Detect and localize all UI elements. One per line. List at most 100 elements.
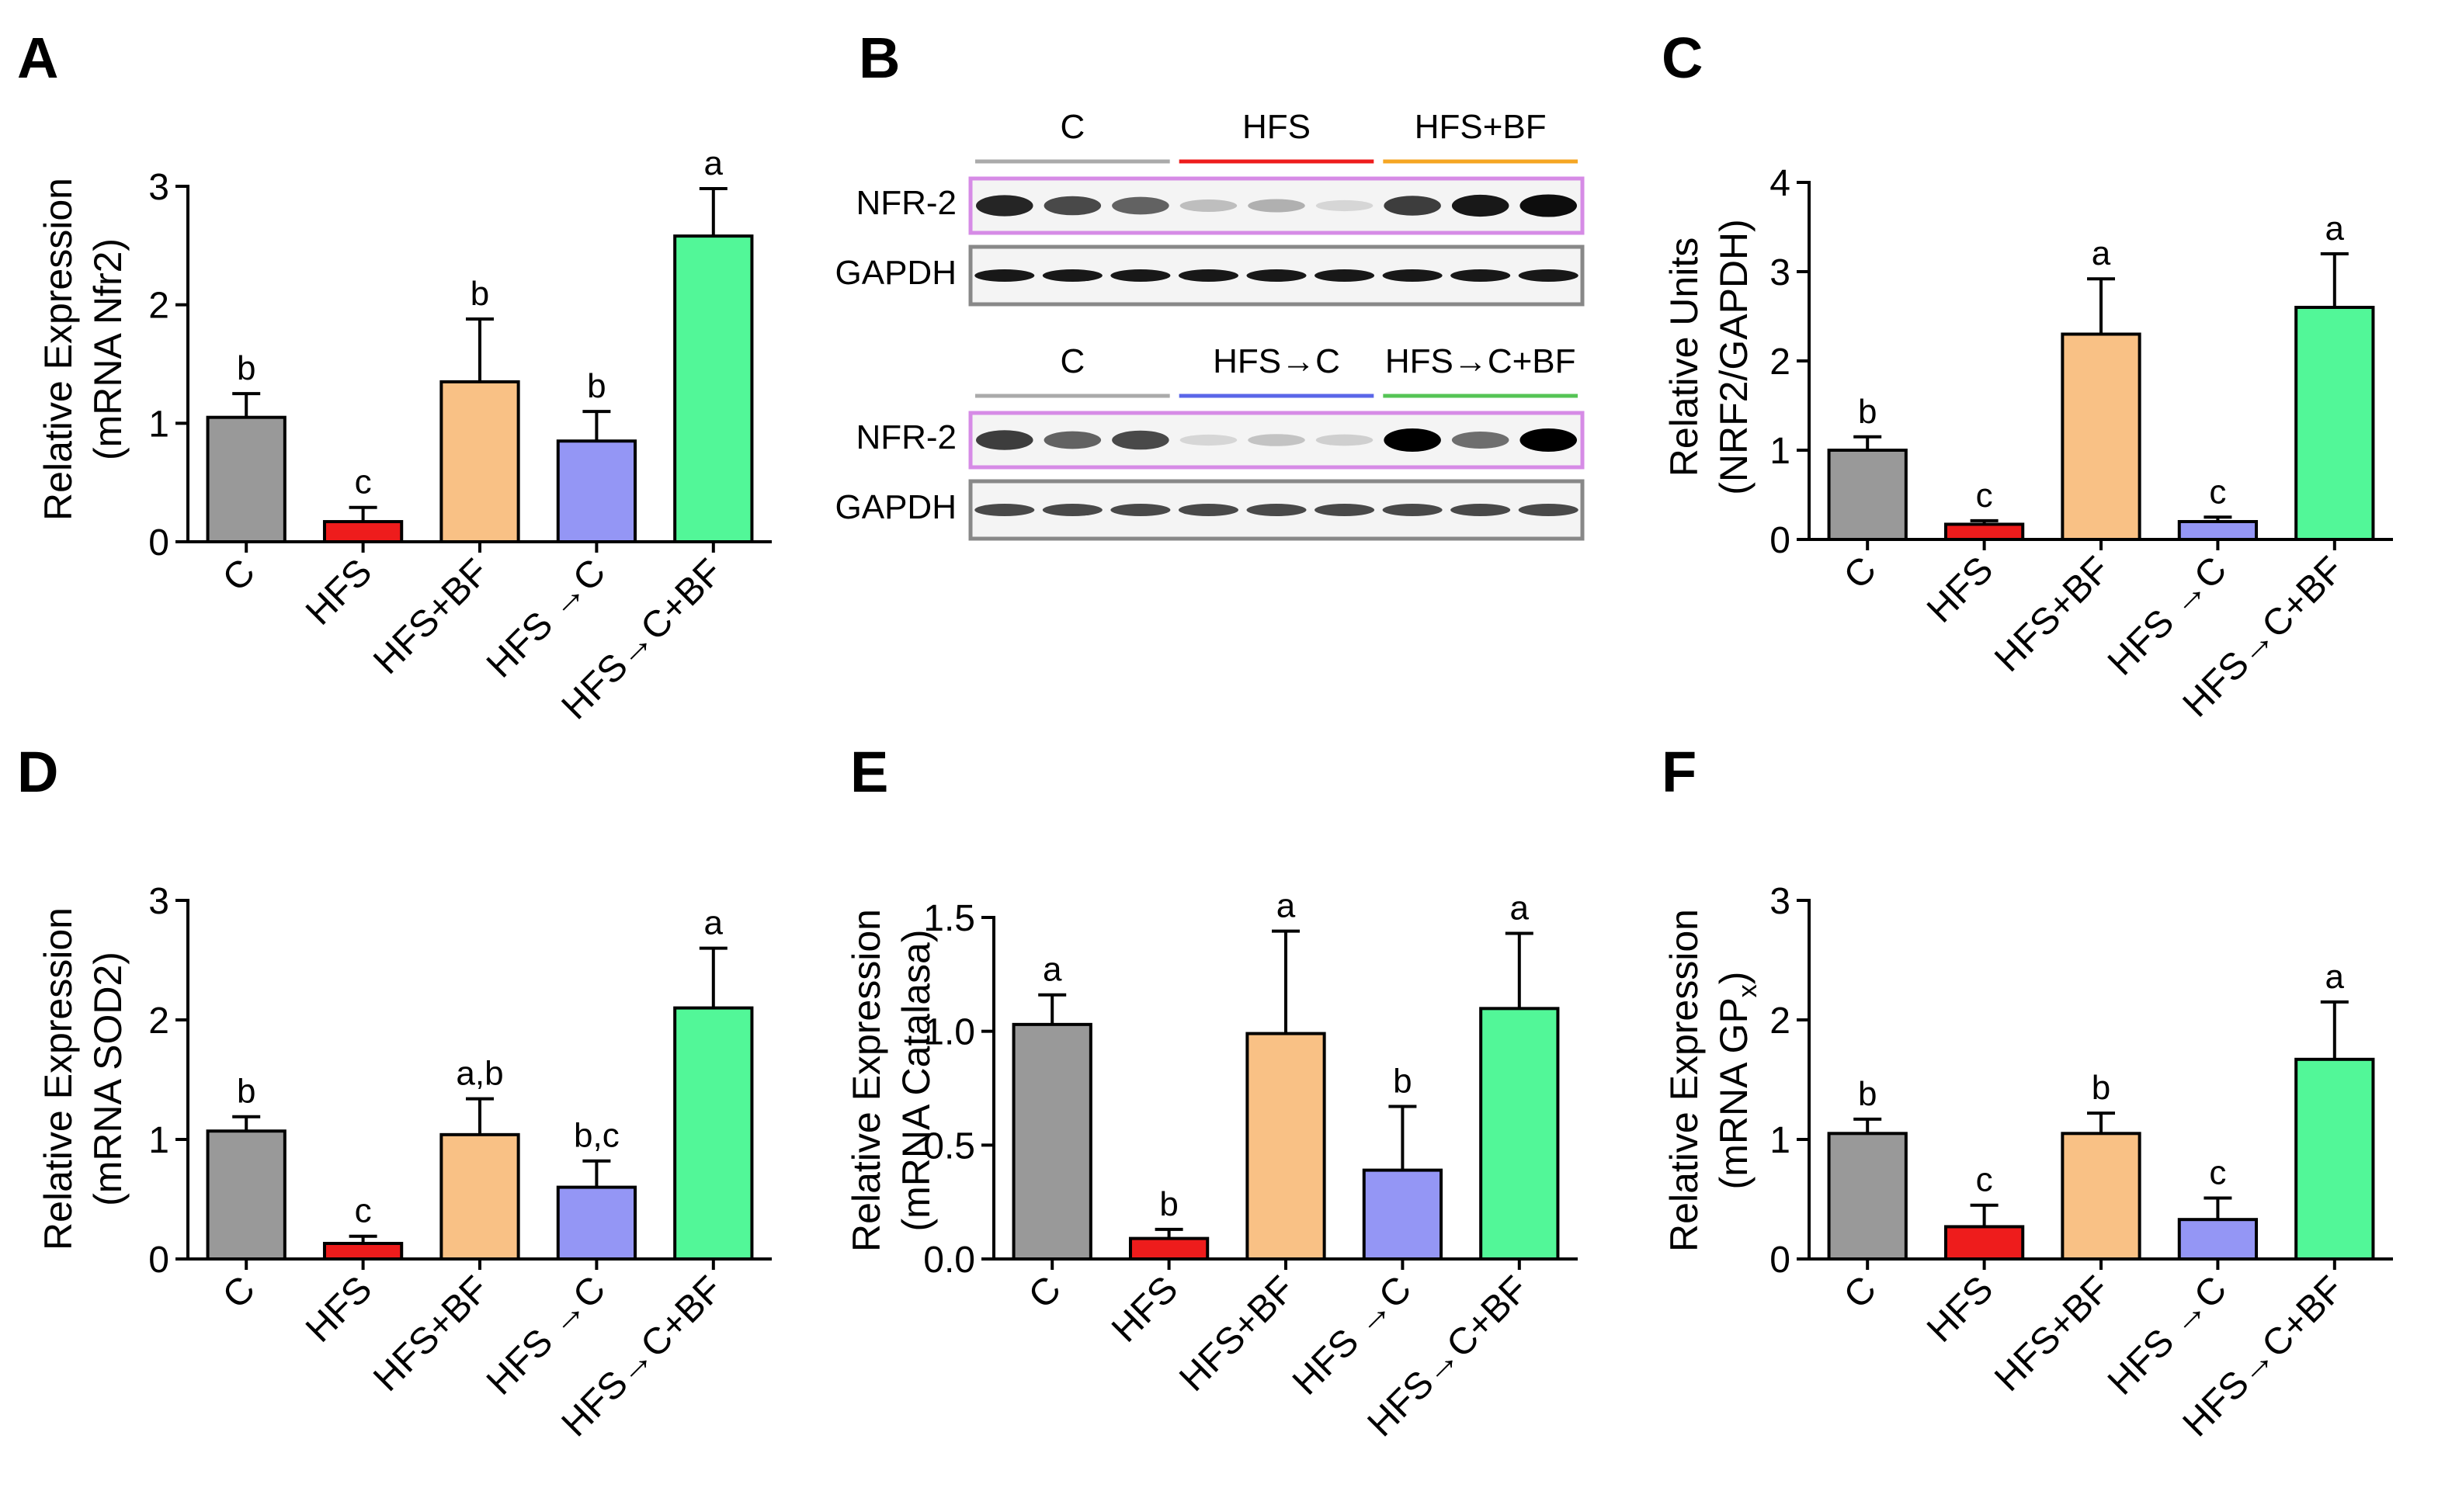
blot-band-gapdh <box>1450 504 1511 516</box>
y-tick-label: 0 <box>1769 1240 1790 1281</box>
y-tick-label: 1.0 <box>923 1012 975 1053</box>
y-tick-label: 3 <box>1769 252 1790 293</box>
significance-letter: b <box>471 275 489 313</box>
significance-letter: a <box>1276 887 1296 925</box>
blot-band-gapdh <box>1315 504 1375 516</box>
bar-f-5 <box>2294 1057 2375 1261</box>
y-tick-label: 3 <box>148 167 169 208</box>
x-tick-label: C <box>1836 549 1884 597</box>
x-tick-label: HFS <box>298 551 380 633</box>
significance-letter: b <box>237 349 255 387</box>
y-tick-label: 0 <box>148 1240 169 1281</box>
bar-e-2 <box>1128 1236 1210 1261</box>
blot-band-gapdh <box>1178 269 1238 282</box>
y-axis-title-line2: (NRF2/GAPDH) <box>1712 219 1756 495</box>
bar-a-3 <box>439 380 520 543</box>
x-tick-label: HFS+BF <box>1987 549 2118 680</box>
blot-band-nfr2 <box>1044 196 1102 216</box>
bar-d-3 <box>439 1132 520 1261</box>
x-tick-label: HFS+BF <box>1987 1268 2118 1399</box>
blot-band-nfr2 <box>1044 431 1102 449</box>
y-axis-title: Relative Expression (mRNA SOD2) <box>36 907 130 1250</box>
blot-row-label: GAPDH <box>835 254 957 292</box>
significance-letter: b <box>237 1073 255 1111</box>
y-axis-title-line1: Relative Units <box>1662 238 1706 477</box>
blot-group-label: HFS→C <box>1213 342 1340 380</box>
bar-a-5 <box>673 234 754 543</box>
blot-band-gapdh <box>1178 504 1238 516</box>
blot-band-gapdh <box>1382 269 1443 282</box>
significance-letter: a <box>1043 951 1062 989</box>
significance-letter: c <box>1976 477 1993 515</box>
y-axis-title-line1: Relative Expression <box>1662 909 1706 1252</box>
blot-band-nfr2 <box>1315 199 1374 212</box>
y-axis-title-line2: (mRNA Catalasa) <box>894 930 938 1232</box>
bar-f-4 <box>2177 1218 2259 1261</box>
y-axis-title-line2: (mRNA Nfr2) <box>86 238 130 460</box>
blot-group-label: HFS→C+BF <box>1385 342 1576 380</box>
blot-band-nfr2 <box>976 195 1033 217</box>
significance-letter: c <box>355 1192 372 1230</box>
panel-letter: E <box>850 740 888 804</box>
blot-band-gapdh <box>974 269 1035 282</box>
x-tick-label: HFS <box>1919 549 2001 630</box>
significance-letter: c <box>1976 1161 1993 1199</box>
blot-band-gapdh <box>1246 269 1307 282</box>
y-axis-title-line2: (mRNA GP <box>1712 997 1756 1189</box>
significance-letter: c <box>355 463 372 501</box>
blot-band-gapdh <box>1518 504 1578 516</box>
y-tick-label: 0 <box>1769 520 1790 561</box>
x-tick-label: HFS <box>1919 1268 2001 1350</box>
significance-letter: b <box>1159 1185 1178 1223</box>
y-tick-label: 1 <box>1769 431 1790 472</box>
blot-band-nfr2 <box>1384 428 1441 452</box>
blot-band-gapdh <box>974 504 1035 516</box>
y-axis-title-line1: Relative Expression <box>845 909 888 1252</box>
panel-letter: F <box>1662 740 1697 804</box>
y-tick-label: 0.0 <box>923 1240 975 1281</box>
bar-f-3 <box>2061 1132 2141 1261</box>
y-tick-label: 4 <box>1769 163 1790 204</box>
blot-band-nfr2 <box>1519 428 1577 452</box>
bar-c-5 <box>2294 306 2375 541</box>
blot-band-gapdh <box>1382 504 1443 516</box>
blot-band-gapdh <box>1110 504 1171 516</box>
panel-letter: C <box>1662 26 1703 90</box>
y-tick-label: 2 <box>148 1000 169 1042</box>
blot-group-label: HFS <box>1242 108 1311 146</box>
significance-letter: a <box>1510 890 1530 928</box>
y-tick-label: 1 <box>148 1120 169 1161</box>
bar-c-2 <box>1943 522 2025 542</box>
blot-group-label: C <box>1060 342 1085 380</box>
x-tick-label: C <box>1021 1268 1069 1316</box>
x-tick-label: C <box>1836 1268 1884 1316</box>
blot-group-label: C <box>1060 108 1085 146</box>
y-axis-title-close: ) <box>1712 972 1756 985</box>
bar-e-1 <box>1012 1022 1092 1261</box>
y-tick-label: 0 <box>148 522 169 564</box>
bar-d-4 <box>556 1185 637 1261</box>
blot-band-nfr2 <box>1248 434 1305 446</box>
y-axis-title: Relative Expression (mRNA Catalasa) <box>845 909 938 1252</box>
y-axis-title-line2: (mRNA SOD2) <box>86 952 130 1206</box>
significance-letter: a <box>2325 210 2345 248</box>
y-tick-label: 3 <box>148 881 169 922</box>
blot-band-nfr2 <box>1112 196 1169 215</box>
panel-letter: A <box>17 26 58 90</box>
blot-band-nfr2 <box>1112 430 1169 450</box>
significance-letter: a,b <box>456 1055 503 1093</box>
bar-e-5 <box>1479 1007 1560 1261</box>
bar-a-2 <box>322 520 404 544</box>
x-tick-label: HFS+BF <box>366 551 497 682</box>
panel-b: B C HFS HFS+BF NFR-2 GAPDH C HFS→C HFS→C+BF NFR-2… <box>835 26 1585 541</box>
panel-letter: B <box>859 26 900 90</box>
bar-f-2 <box>1943 1225 2025 1261</box>
significance-letter: b <box>587 367 606 405</box>
bar-c-4 <box>2177 520 2259 541</box>
blot-band-nfr2 <box>1179 434 1238 446</box>
y-axis-title-line1: Relative Expression <box>36 178 80 521</box>
panel-d: D Relative Expression (mRNA SOD2) 0 1 2 3 b Cc HF… <box>17 740 772 1444</box>
significance-letter: b,c <box>574 1117 620 1155</box>
